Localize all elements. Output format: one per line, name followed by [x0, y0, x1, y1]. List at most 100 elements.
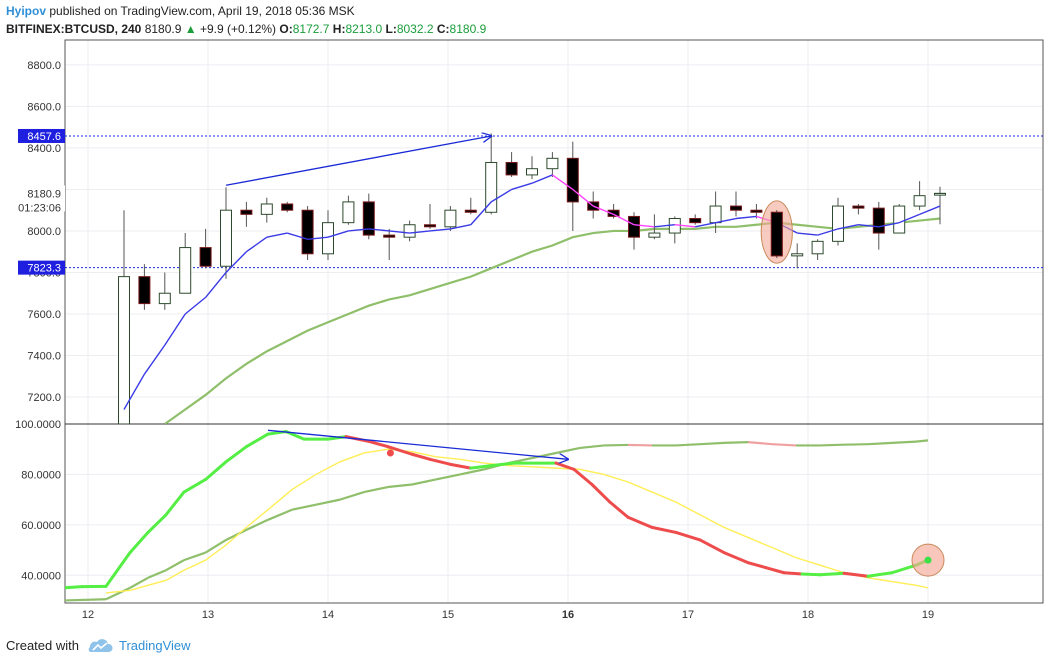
stoch-k-segment	[469, 464, 493, 470]
price-tick-label: 7200.0	[27, 392, 61, 404]
open-value: 8172.7	[292, 22, 330, 36]
stoch-k-segment	[782, 571, 804, 576]
ema-fast-segment	[348, 228, 369, 232]
close-label: C:	[436, 22, 450, 36]
stoch-k-segment	[204, 460, 228, 481]
ema-fast-segment	[898, 213, 920, 224]
ema-fast-segment	[695, 221, 716, 228]
candle-body	[852, 205, 865, 209]
ema-fast-segment	[184, 296, 207, 315]
stoch-k-segment	[590, 483, 612, 504]
stoch-k-segment	[104, 551, 132, 588]
ema-fast-segment	[368, 228, 390, 232]
stoch-k-segment	[554, 461, 576, 471]
grid	[65, 40, 1043, 603]
trend-arrow	[225, 136, 491, 186]
candle-body	[301, 209, 314, 255]
candle-body	[281, 203, 294, 211]
footer: Created with TradingView	[6, 638, 191, 653]
candle-body	[546, 157, 559, 170]
author-name[interactable]: Hyipov	[6, 4, 47, 18]
stoch-k-segment	[368, 440, 390, 449]
ema-fast-segment	[817, 228, 839, 236]
ema-fast-segment	[286, 232, 308, 240]
high-value: 8213.0	[345, 22, 383, 36]
stoch-slow-segment	[699, 441, 725, 446]
stoch-k-segment	[128, 530, 150, 555]
last-price: 8180.9	[144, 22, 182, 36]
osc-tick-label: 60.0000	[21, 520, 61, 532]
created-with-text: Created with	[6, 638, 79, 653]
ema-fast-segment	[633, 224, 655, 228]
stoch-k-segment	[626, 515, 654, 529]
x-tick-label: 15	[442, 609, 454, 621]
stoch-slow-segment	[531, 451, 557, 460]
price-badge	[18, 128, 65, 143]
price-tick-label: 7400.0	[27, 351, 61, 363]
stoch-slow-segment	[363, 485, 389, 494]
signal-dot	[386, 449, 394, 457]
x-tick-label: 16	[562, 609, 574, 621]
ema-fast-segment	[245, 236, 268, 253]
symbol-label: BITFINEX:BTCUSD, 240	[6, 22, 142, 36]
close-value: 8180.9	[449, 22, 487, 36]
stoch-slow-segment	[867, 441, 893, 446]
candle-body	[689, 218, 702, 224]
stoch-slow-segment	[65, 598, 107, 602]
stoch-k-segment	[674, 530, 702, 542]
stoch-k-segment	[650, 525, 678, 534]
ema-fast-segment	[511, 182, 533, 191]
stoch-slow-segment	[245, 518, 269, 531]
ema-fast-segment	[858, 224, 879, 228]
stoch-d-line	[105, 448, 929, 594]
ema-fast-segment	[389, 230, 410, 234]
tradingview-link[interactable]: TradingView	[118, 638, 191, 653]
published-text: published on TradingView.com, April 19, …	[49, 4, 355, 18]
ema-fast-segment	[674, 224, 696, 228]
stoch-k-segment	[410, 452, 432, 461]
price-tick-label: 8400.0	[27, 143, 61, 155]
price-change: +9.9 (+0.12%)	[199, 22, 277, 36]
stoch-k-segment	[746, 561, 768, 570]
stoch-k-segment	[448, 462, 473, 470]
stoch-k-segment	[65, 585, 84, 590]
candle-body	[730, 205, 742, 211]
candle-body	[770, 211, 783, 257]
ema-fast-segment	[327, 230, 349, 238]
price-tick-label: 8000.0	[27, 226, 61, 238]
stoch-slow-segment	[771, 443, 797, 447]
stoch-slow-segment	[205, 539, 227, 554]
stoch-slow-segment	[183, 551, 206, 562]
stoch-slow-segment	[435, 473, 461, 481]
low-label: L:	[385, 22, 397, 36]
stoch-k-segment	[842, 571, 870, 578]
countdown-label: 01:23:06	[18, 202, 61, 214]
stoch-slow-segment	[675, 443, 701, 447]
ema-fast-segment	[490, 188, 512, 203]
price-badge	[18, 260, 65, 275]
candle-body	[709, 205, 722, 224]
stoch-slow-segment	[105, 586, 131, 601]
ema-fast-segment	[551, 174, 574, 191]
stoch-slow-segment	[291, 503, 317, 511]
stoch-k-segment	[608, 500, 630, 519]
candle-body	[362, 201, 375, 236]
candle-body	[832, 205, 844, 242]
last-price-label: 8180.9	[27, 188, 61, 200]
candle-body	[913, 195, 926, 207]
osc-tick-label: 100.0000	[15, 419, 61, 431]
stoch-slow-segment	[387, 483, 413, 489]
x-tick-label: 17	[682, 609, 694, 621]
stoch-slow-segment	[555, 446, 581, 455]
candle-body	[403, 224, 416, 238]
signal-dot	[924, 556, 932, 564]
stoch-k-segment	[244, 432, 270, 449]
ema-fast-segment	[205, 272, 227, 298]
stoch-k-segment	[386, 445, 414, 456]
price-pane	[65, 133, 1043, 424]
price-badge-label: 8457.6	[27, 131, 61, 143]
stoch-slow-segment	[843, 443, 869, 446]
price-tick-label: 8600.0	[27, 101, 61, 113]
candle-body	[872, 207, 885, 234]
